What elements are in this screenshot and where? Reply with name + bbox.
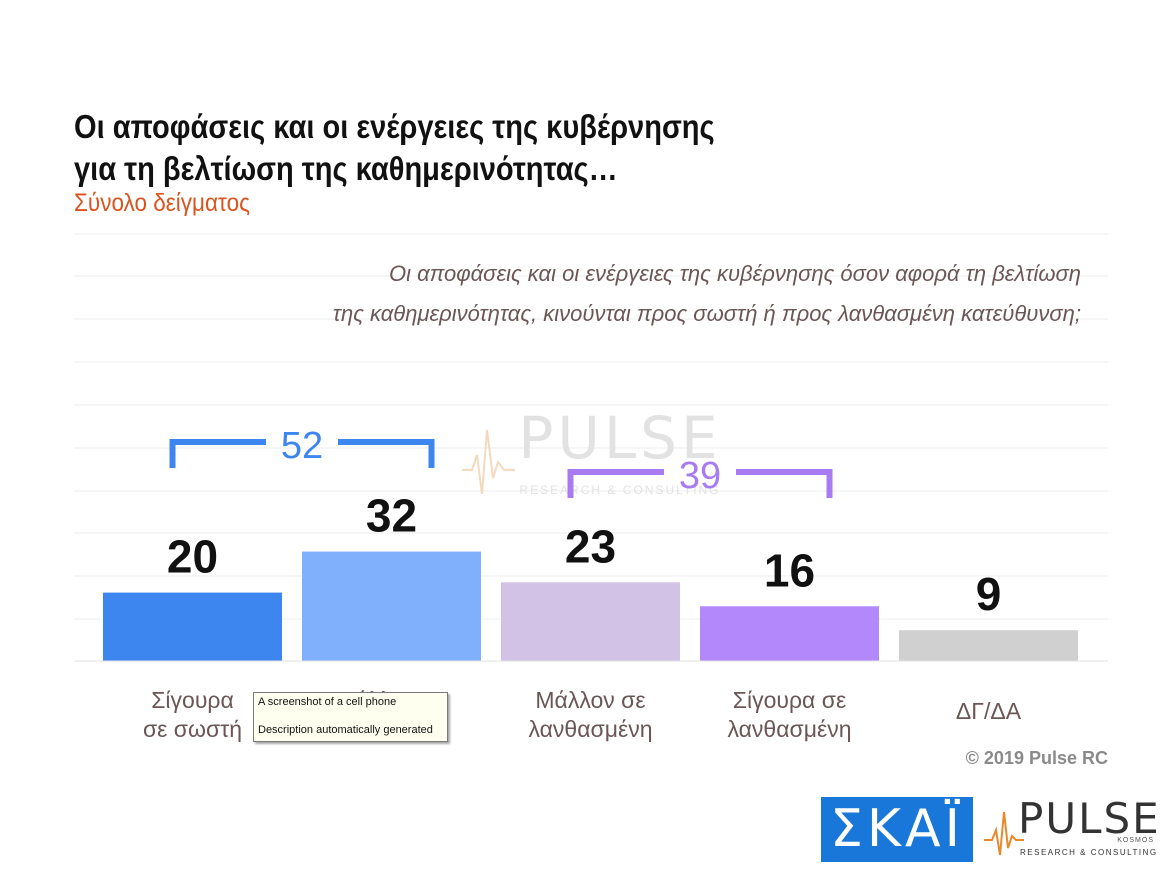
bar: [700, 606, 879, 661]
watermark-heartbeat-icon: [462, 429, 515, 495]
question-line-2: της καθημερινότητας, κινούνται προς σωστ…: [332, 301, 1081, 326]
x-axis-label-line: σε σωστή: [142, 716, 243, 742]
bar: [899, 630, 1078, 661]
bar-value-label: 32: [366, 490, 417, 542]
pulse-heartbeat-icon: [984, 811, 1024, 856]
subtitle: Σύνολο δείγματος: [74, 189, 250, 217]
x-axis-label: Σίγουρα σε λανθασμένη: [700, 686, 880, 744]
x-axis-label-line: λανθασμένη: [727, 716, 852, 742]
group-bracket-right: [736, 469, 833, 498]
bar: [103, 592, 282, 661]
x-axis-label-line: Μάλλον σε: [535, 687, 646, 713]
bar-value-label: 20: [167, 531, 218, 583]
group-bracket-left: [169, 439, 266, 468]
alt-text-tooltip: A screenshot of a cell phone Description…: [253, 692, 448, 742]
group-total-label: 39: [679, 455, 721, 497]
page-title: Οι αποφάσεις και οι ενέργειες της κυβέρν…: [74, 106, 715, 190]
pulse-logo-subtitle: RESEARCH & CONSULTING: [1020, 848, 1158, 857]
bar: [501, 582, 680, 661]
question-line-1: Οι αποφάσεις και οι ενέργειες της κυβέρν…: [388, 261, 1081, 286]
survey-question: Οι αποφάσεις και οι ενέργειες της κυβέρν…: [221, 254, 1081, 334]
x-axis-label-line: λανθασμένη: [528, 716, 653, 742]
tooltip-line-1: A screenshot of a cell phone: [258, 696, 397, 708]
group-total-label: 52: [281, 425, 323, 467]
x-axis-label-line: Σίγουρα: [151, 687, 234, 713]
copyright-text: © 2019 Pulse RC: [965, 748, 1108, 768]
x-axis-label: Μάλλον σε λανθασμένη: [501, 686, 681, 744]
x-axis-label: Σίγουρα σε σωστή: [103, 686, 283, 744]
group-bracket-left: [567, 469, 664, 498]
title-line-1: Οι αποφάσεις και οι ενέργειες της κυβέρν…: [74, 108, 715, 145]
bar-value-label: 16: [764, 544, 815, 596]
x-axis-label: ΔΓ/ΔΑ: [899, 697, 1079, 726]
bar-value-label: 23: [565, 520, 616, 572]
skai-logo: ΣΚΑΪ: [821, 797, 973, 862]
group-bracket-right: [338, 439, 435, 468]
tooltip-line-2: Description automatically generated: [258, 724, 433, 736]
x-axis-label-line: ΔΓ/ΔΑ: [955, 698, 1022, 724]
pulse-logo-word: PULSE: [1018, 794, 1161, 843]
bar: [302, 551, 481, 661]
bar-value-label: 9: [976, 568, 1002, 620]
pulse-logo: PULSE KOSMOS RESEARCH & CONSULTING: [984, 794, 1162, 865]
x-axis-label-line: Σίγουρα σε: [732, 687, 847, 713]
title-line-2: για τη βελτίωση της καθημερινότητας…: [74, 150, 618, 187]
watermark-word: PULSE: [518, 404, 721, 472]
pulse-logo-kosmos: KOSMOS: [1117, 837, 1154, 844]
